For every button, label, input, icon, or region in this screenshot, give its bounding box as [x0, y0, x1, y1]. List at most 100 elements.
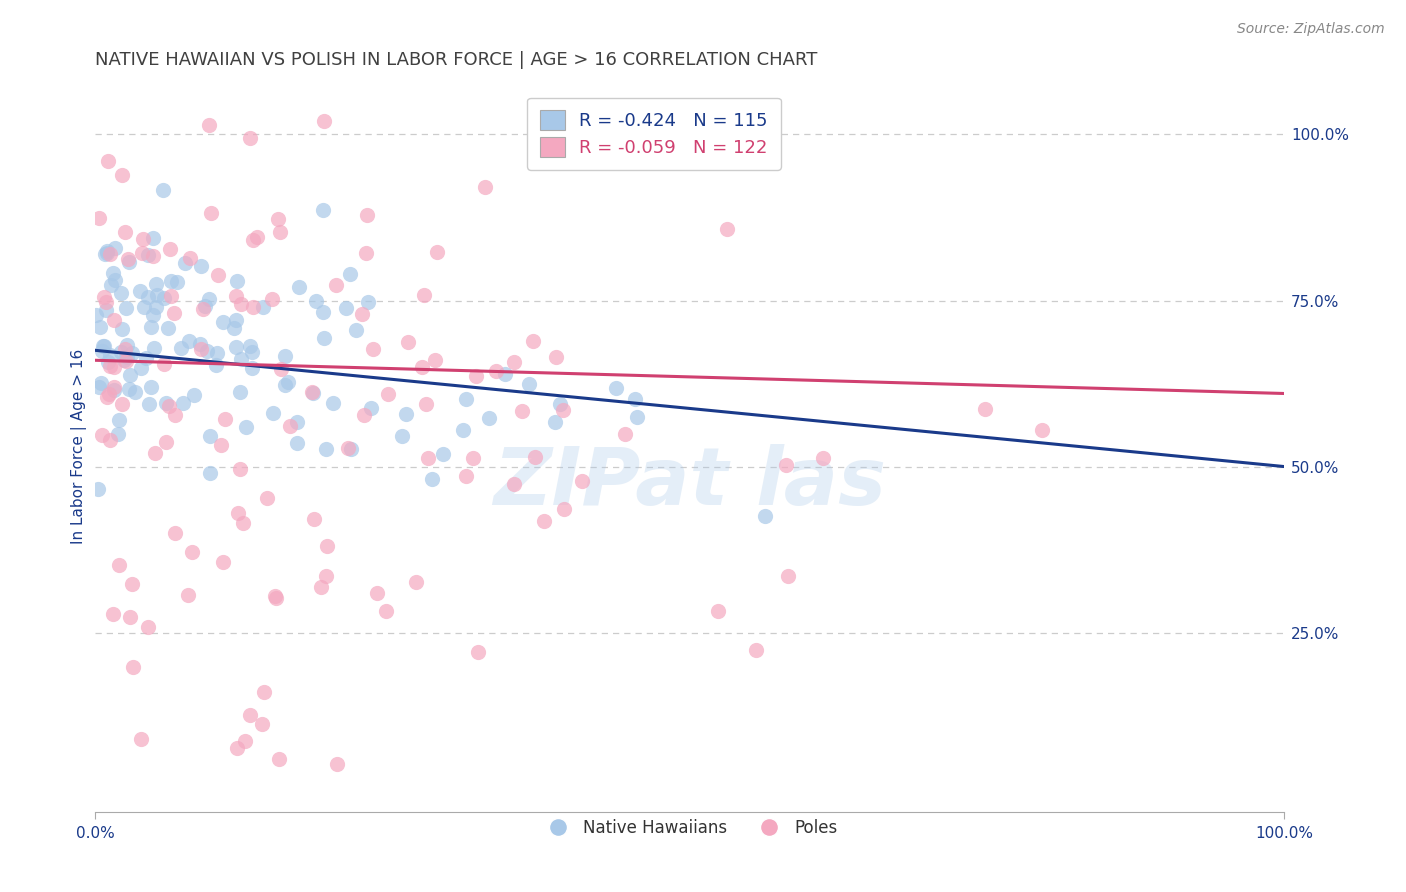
Point	[190, 342, 212, 356]
Point	[262, 406, 284, 420]
Point	[96, 390, 118, 404]
Text: NATIVE HAWAIIAN VS POLISH IN LABOR FORCE | AGE > 16 CORRELATION CHART: NATIVE HAWAIIAN VS POLISH IN LABOR FORCE…	[96, 51, 817, 69]
Point	[1031, 423, 1053, 437]
Point	[266, 211, 288, 226]
Point	[423, 353, 446, 368]
Point	[163, 306, 186, 320]
Point	[226, 274, 249, 288]
Point	[235, 734, 257, 748]
Point	[183, 388, 205, 402]
Point	[451, 423, 474, 437]
Point	[117, 252, 139, 266]
Point	[304, 511, 326, 525]
Point	[229, 462, 252, 476]
Point	[974, 401, 997, 416]
Point	[242, 300, 264, 314]
Point	[156, 320, 179, 334]
Point	[115, 354, 138, 368]
Point	[131, 246, 153, 260]
Point	[207, 268, 229, 282]
Point	[235, 420, 257, 434]
Point	[336, 441, 359, 455]
Point	[778, 569, 800, 583]
Point	[118, 255, 141, 269]
Point	[322, 395, 344, 409]
Point	[107, 413, 129, 427]
Point	[121, 346, 143, 360]
Point	[315, 539, 337, 553]
Point	[96, 245, 118, 260]
Point	[98, 359, 121, 373]
Point	[104, 273, 127, 287]
Point	[194, 299, 217, 313]
Point	[138, 397, 160, 411]
Point	[533, 514, 555, 528]
Point	[242, 233, 264, 247]
Point	[553, 501, 575, 516]
Point	[267, 752, 290, 766]
Point	[142, 341, 165, 355]
Text: Source: ZipAtlas.com: Source: ZipAtlas.com	[1237, 22, 1385, 37]
Point	[335, 301, 357, 315]
Point	[411, 360, 433, 375]
Point	[84, 308, 107, 322]
Point	[239, 131, 262, 145]
Point	[416, 451, 439, 466]
Point	[240, 344, 263, 359]
Point	[89, 320, 111, 334]
Point	[131, 360, 153, 375]
Point	[101, 607, 124, 621]
Point	[246, 229, 269, 244]
Point	[550, 397, 572, 411]
Point	[159, 242, 181, 256]
Point	[544, 350, 567, 364]
Point	[177, 588, 200, 602]
Point	[101, 266, 124, 280]
Point	[478, 411, 501, 425]
Point	[103, 380, 125, 394]
Point	[432, 447, 454, 461]
Point	[172, 396, 194, 410]
Point	[163, 408, 186, 422]
Point	[141, 379, 163, 393]
Point	[145, 277, 167, 292]
Point	[357, 294, 380, 309]
Point	[153, 291, 176, 305]
Point	[775, 458, 797, 473]
Point	[131, 232, 153, 246]
Point	[229, 297, 252, 311]
Point	[311, 580, 333, 594]
Point	[269, 225, 291, 239]
Point	[277, 375, 299, 389]
Point	[229, 385, 252, 400]
Point	[93, 339, 115, 353]
Point	[129, 732, 152, 747]
Point	[118, 382, 141, 396]
Point	[96, 295, 118, 310]
Point	[287, 280, 309, 294]
Point	[120, 610, 142, 624]
Point	[274, 377, 297, 392]
Point	[195, 343, 218, 358]
Point	[141, 320, 163, 334]
Point	[211, 315, 233, 329]
Point	[115, 301, 138, 315]
Point	[136, 289, 159, 303]
Point	[744, 643, 766, 657]
Point	[97, 154, 120, 169]
Point	[239, 339, 262, 353]
Point	[232, 516, 254, 531]
Point	[115, 338, 138, 352]
Point	[354, 246, 377, 260]
Point	[138, 248, 160, 262]
Point	[98, 348, 121, 362]
Point	[152, 183, 174, 197]
Point	[94, 247, 117, 261]
Point	[456, 469, 478, 483]
Point	[90, 376, 112, 390]
Point	[503, 476, 526, 491]
Point	[225, 312, 247, 326]
Point	[396, 335, 419, 350]
Point	[344, 323, 367, 337]
Point	[312, 114, 335, 128]
